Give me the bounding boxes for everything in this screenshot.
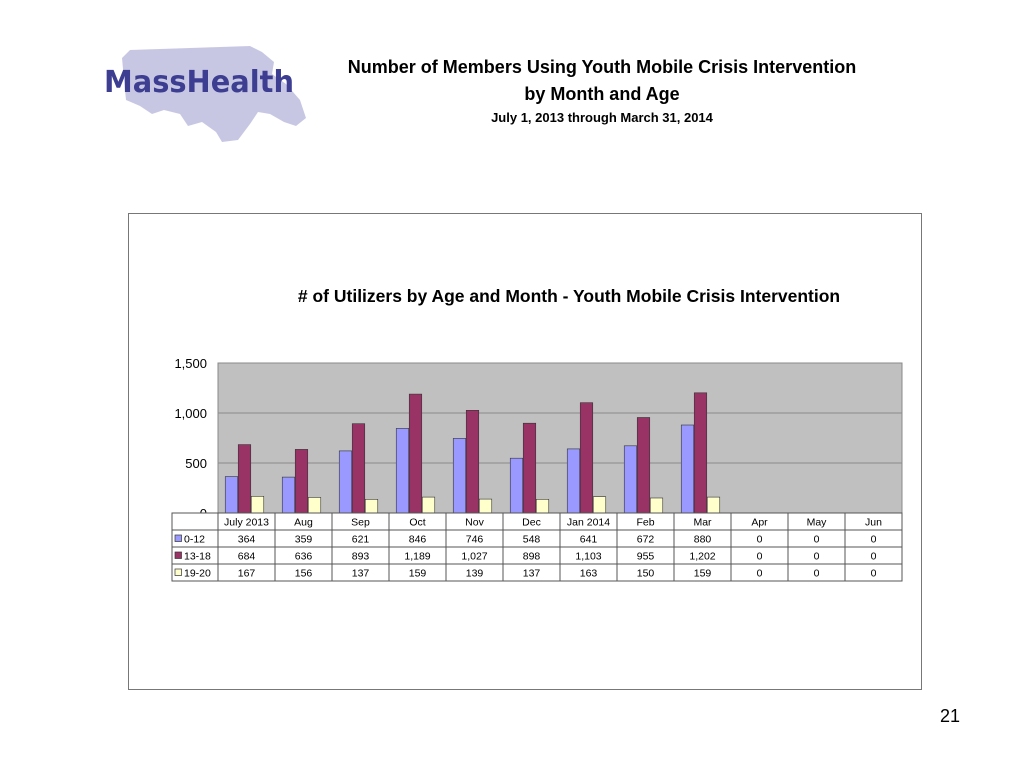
data-label: 672	[637, 534, 655, 546]
x-tick-label: July 2013	[224, 517, 269, 529]
data-label: 163	[580, 568, 598, 580]
data-label: 898	[523, 551, 541, 563]
bar-19-20	[592, 496, 607, 514]
y-tick-label: 1,500	[174, 356, 207, 371]
data-label: 636	[295, 551, 313, 563]
bar-13-18	[351, 423, 366, 514]
bar-0-12	[395, 428, 410, 514]
chart-title: # of Utilizers by Age and Month - Youth …	[298, 286, 840, 306]
data-label: 0	[814, 551, 820, 563]
legend-swatch-13-18	[174, 551, 182, 559]
bar-19-20	[706, 496, 721, 514]
bar-13-18	[579, 402, 594, 514]
data-label: 359	[295, 534, 313, 546]
bar-19-20	[364, 498, 379, 514]
x-tick-label: Jan 2014	[567, 517, 610, 529]
logo-map-shape	[122, 46, 306, 142]
bar-0-12	[452, 438, 467, 514]
chart-frame: # of Utilizers by Age and Month - Youth …	[128, 213, 922, 690]
page-title-line1: Number of Members Using Youth Mobile Cri…	[347, 57, 857, 77]
x-tick-label: Feb	[636, 517, 654, 529]
x-tick-label: Mar	[693, 517, 712, 529]
bar-13-18	[237, 444, 252, 514]
logo-text: MassHealth	[104, 65, 294, 100]
data-label: 0	[757, 551, 763, 563]
bar-0-12	[680, 424, 695, 514]
bar-0-12	[338, 450, 353, 514]
legend-label: 13-18	[184, 551, 211, 563]
bar-0-12	[566, 448, 581, 514]
bar-13-18	[465, 410, 480, 514]
page-subtitle: July 1, 2013 through March 31, 2014	[491, 110, 713, 125]
bar-19-20	[250, 495, 265, 514]
bar-13-18	[408, 393, 423, 514]
bar-0-12	[623, 445, 638, 514]
data-label: 137	[352, 568, 370, 580]
data-label: 0	[871, 568, 877, 580]
bar-0-12	[281, 476, 296, 514]
bar-0-12	[224, 476, 239, 514]
data-label: 1,027	[461, 551, 487, 563]
data-label: 1,103	[575, 551, 601, 563]
data-label: 1,189	[404, 551, 430, 563]
x-tick-label: Sep	[351, 517, 370, 529]
plot-area	[217, 362, 903, 514]
data-label: 159	[694, 568, 712, 580]
data-label: 0	[871, 551, 877, 563]
data-label: 641	[580, 534, 598, 546]
bar-chart: # of Utilizers by Age and Month - Youth …	[171, 286, 903, 582]
data-label: 548	[523, 534, 541, 546]
bar-13-18	[522, 422, 537, 514]
bar-19-20	[421, 496, 436, 514]
data-label: 364	[238, 534, 256, 546]
bar-19-20	[535, 498, 550, 514]
x-tick-label: Oct	[409, 517, 425, 529]
data-label: 746	[466, 534, 484, 546]
data-label: 880	[694, 534, 712, 546]
page-title-line2: by Month and Age	[524, 84, 680, 104]
x-tick-label: Nov	[465, 517, 484, 529]
data-label: 0	[814, 534, 820, 546]
data-label: 1,202	[689, 551, 715, 563]
data-label: 0	[871, 534, 877, 546]
data-label: 846	[409, 534, 427, 546]
x-tick-label: Jun	[865, 517, 882, 529]
data-label: 150	[637, 568, 655, 580]
bar-19-20	[649, 497, 664, 514]
data-label: 137	[523, 568, 541, 580]
x-tick-label: Dec	[522, 517, 541, 529]
y-tick-label: 500	[185, 456, 207, 471]
data-label: 139	[466, 568, 484, 580]
legend-swatch-0-12	[174, 534, 182, 542]
x-tick-label: Apr	[751, 517, 768, 529]
data-label: 0	[757, 534, 763, 546]
bar-19-20	[478, 498, 493, 514]
x-tick-label: May	[807, 517, 828, 529]
data-label: 159	[409, 568, 427, 580]
masshealth-logo: MassHealth	[100, 40, 310, 150]
legend-label: 19-20	[184, 568, 211, 580]
data-label: 0	[757, 568, 763, 580]
bar-13-18	[693, 392, 708, 514]
page-number: 21	[939, 706, 961, 726]
data-label: 156	[295, 568, 313, 580]
data-label: 167	[238, 568, 256, 580]
legend-swatch-19-20	[174, 568, 182, 576]
x-tick-label: Aug	[294, 517, 313, 529]
data-label: 0	[814, 568, 820, 580]
bar-0-12	[509, 457, 524, 514]
bar-19-20	[307, 497, 322, 514]
massachusetts-map-icon: MassHealth	[104, 46, 306, 142]
data-label: 955	[637, 551, 655, 563]
legend-label: 0-12	[184, 534, 205, 546]
y-tick-label: 1,000	[174, 406, 207, 421]
data-label: 684	[238, 551, 256, 563]
bar-13-18	[294, 449, 309, 514]
data-label: 893	[352, 551, 370, 563]
data-label: 621	[352, 534, 370, 546]
bar-13-18	[636, 417, 651, 514]
